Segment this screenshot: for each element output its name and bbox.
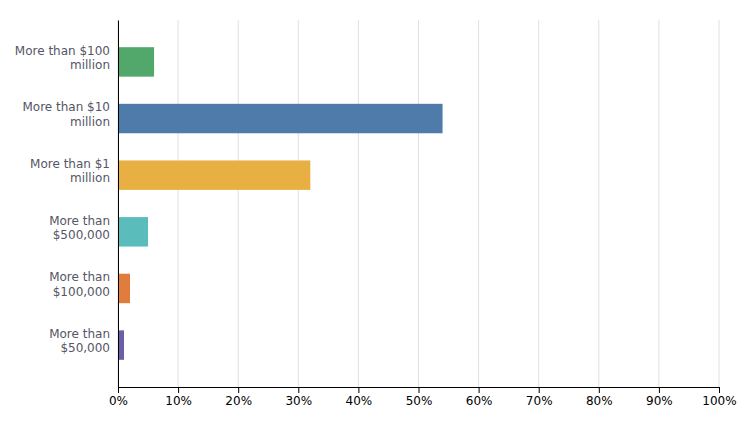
bar — [118, 274, 130, 303]
tick-label-line: $50,000 — [60, 341, 110, 355]
grid-line — [238, 20, 239, 387]
tick: 100% — [702, 387, 736, 408]
tick-label: 70% — [526, 394, 553, 408]
grid-line — [719, 20, 720, 387]
grid-line — [478, 20, 479, 387]
tick: More than $100million — [15, 44, 118, 72]
tick-label: 80% — [586, 394, 613, 408]
tick-label-line: More than — [49, 327, 110, 341]
tick-mark — [599, 387, 600, 393]
tick: 20% — [225, 387, 252, 408]
tick-label-line: More than — [49, 214, 110, 228]
grid-line — [298, 20, 299, 387]
tick: 80% — [586, 387, 613, 408]
tick-label: 30% — [285, 394, 312, 408]
tick: 50% — [406, 387, 433, 408]
value-axis-line — [119, 388, 720, 394]
tick-mark — [358, 387, 359, 393]
tick-label: 50% — [406, 394, 433, 408]
tick: 90% — [646, 387, 673, 408]
bar — [118, 104, 443, 133]
tick-label: More than$50,000 — [49, 327, 110, 355]
tick-label-line: More than — [49, 270, 110, 284]
tick-label: 40% — [346, 394, 373, 408]
tick-label: More than$100,000 — [49, 270, 110, 298]
grid-line — [598, 20, 599, 387]
tick: More than$500,000 — [49, 214, 118, 242]
grid-line — [178, 20, 179, 387]
bar — [118, 217, 148, 246]
category-axis-line — [118, 21, 119, 388]
tick-label: 100% — [702, 394, 736, 408]
tick: 70% — [526, 387, 553, 408]
tick-label-line: More than $100 — [15, 44, 110, 58]
tick-mark — [539, 387, 540, 393]
grid-line — [418, 20, 419, 387]
tick-label-line: More than $1 — [30, 157, 110, 171]
chart: 0% 10% 20% 30% 40% 50% 60% 70% 80% 90% 100% More th… — [0, 0, 747, 423]
tick-label: More than $1million — [30, 157, 110, 185]
tick-label-line: $500,000 — [53, 228, 110, 242]
tick-mark — [178, 387, 179, 393]
tick-mark — [659, 387, 660, 393]
tick: 30% — [285, 387, 312, 408]
tick-label-line: $100,000 — [53, 285, 110, 299]
tick-label-line: million — [70, 115, 110, 129]
grid-line — [358, 20, 359, 387]
tick-mark — [479, 387, 480, 393]
grid — [118, 20, 719, 387]
tick: More than $1million — [30, 157, 118, 185]
tick: More than $10million — [22, 100, 118, 128]
tick-label: 0% — [109, 394, 128, 408]
tick-mark — [719, 387, 720, 393]
plot: 0% 10% 20% 30% 40% 50% 60% 70% 80% 90% 100% More th… — [15, 20, 737, 408]
tick-label: More than $100million — [15, 44, 110, 72]
tick-label: 60% — [466, 394, 493, 408]
tick-label-line: million — [70, 171, 110, 185]
tick: More than$100,000 — [49, 270, 118, 298]
category-axis: More than $100millionMore than $10millio… — [15, 21, 119, 388]
tick-label-line: More than $10 — [22, 100, 110, 114]
tick: More than$50,000 — [49, 327, 118, 355]
tick-label: More than $10million — [22, 100, 110, 128]
tick: 0% — [109, 387, 128, 408]
grid-line — [538, 20, 539, 387]
tick-mark — [298, 387, 299, 393]
tick-mark — [419, 387, 420, 393]
value-axis: 0% 10% 20% 30% 40% 50% 60% 70% 80% 90% 100% — [109, 387, 737, 408]
bars — [118, 47, 443, 360]
tick-label: 20% — [225, 394, 252, 408]
tick-mark — [238, 387, 239, 393]
tick: 10% — [165, 387, 192, 408]
tick: 60% — [466, 387, 493, 408]
bar — [118, 47, 154, 76]
tick-label: 10% — [165, 394, 192, 408]
bar — [118, 160, 310, 189]
tick-mark — [118, 387, 119, 393]
tick-label: 90% — [646, 394, 673, 408]
grid-line — [118, 20, 119, 387]
tick-label-line: million — [70, 58, 110, 72]
tick-label: More than$500,000 — [49, 214, 110, 242]
grid-line — [658, 20, 659, 387]
tick: 40% — [346, 387, 373, 408]
